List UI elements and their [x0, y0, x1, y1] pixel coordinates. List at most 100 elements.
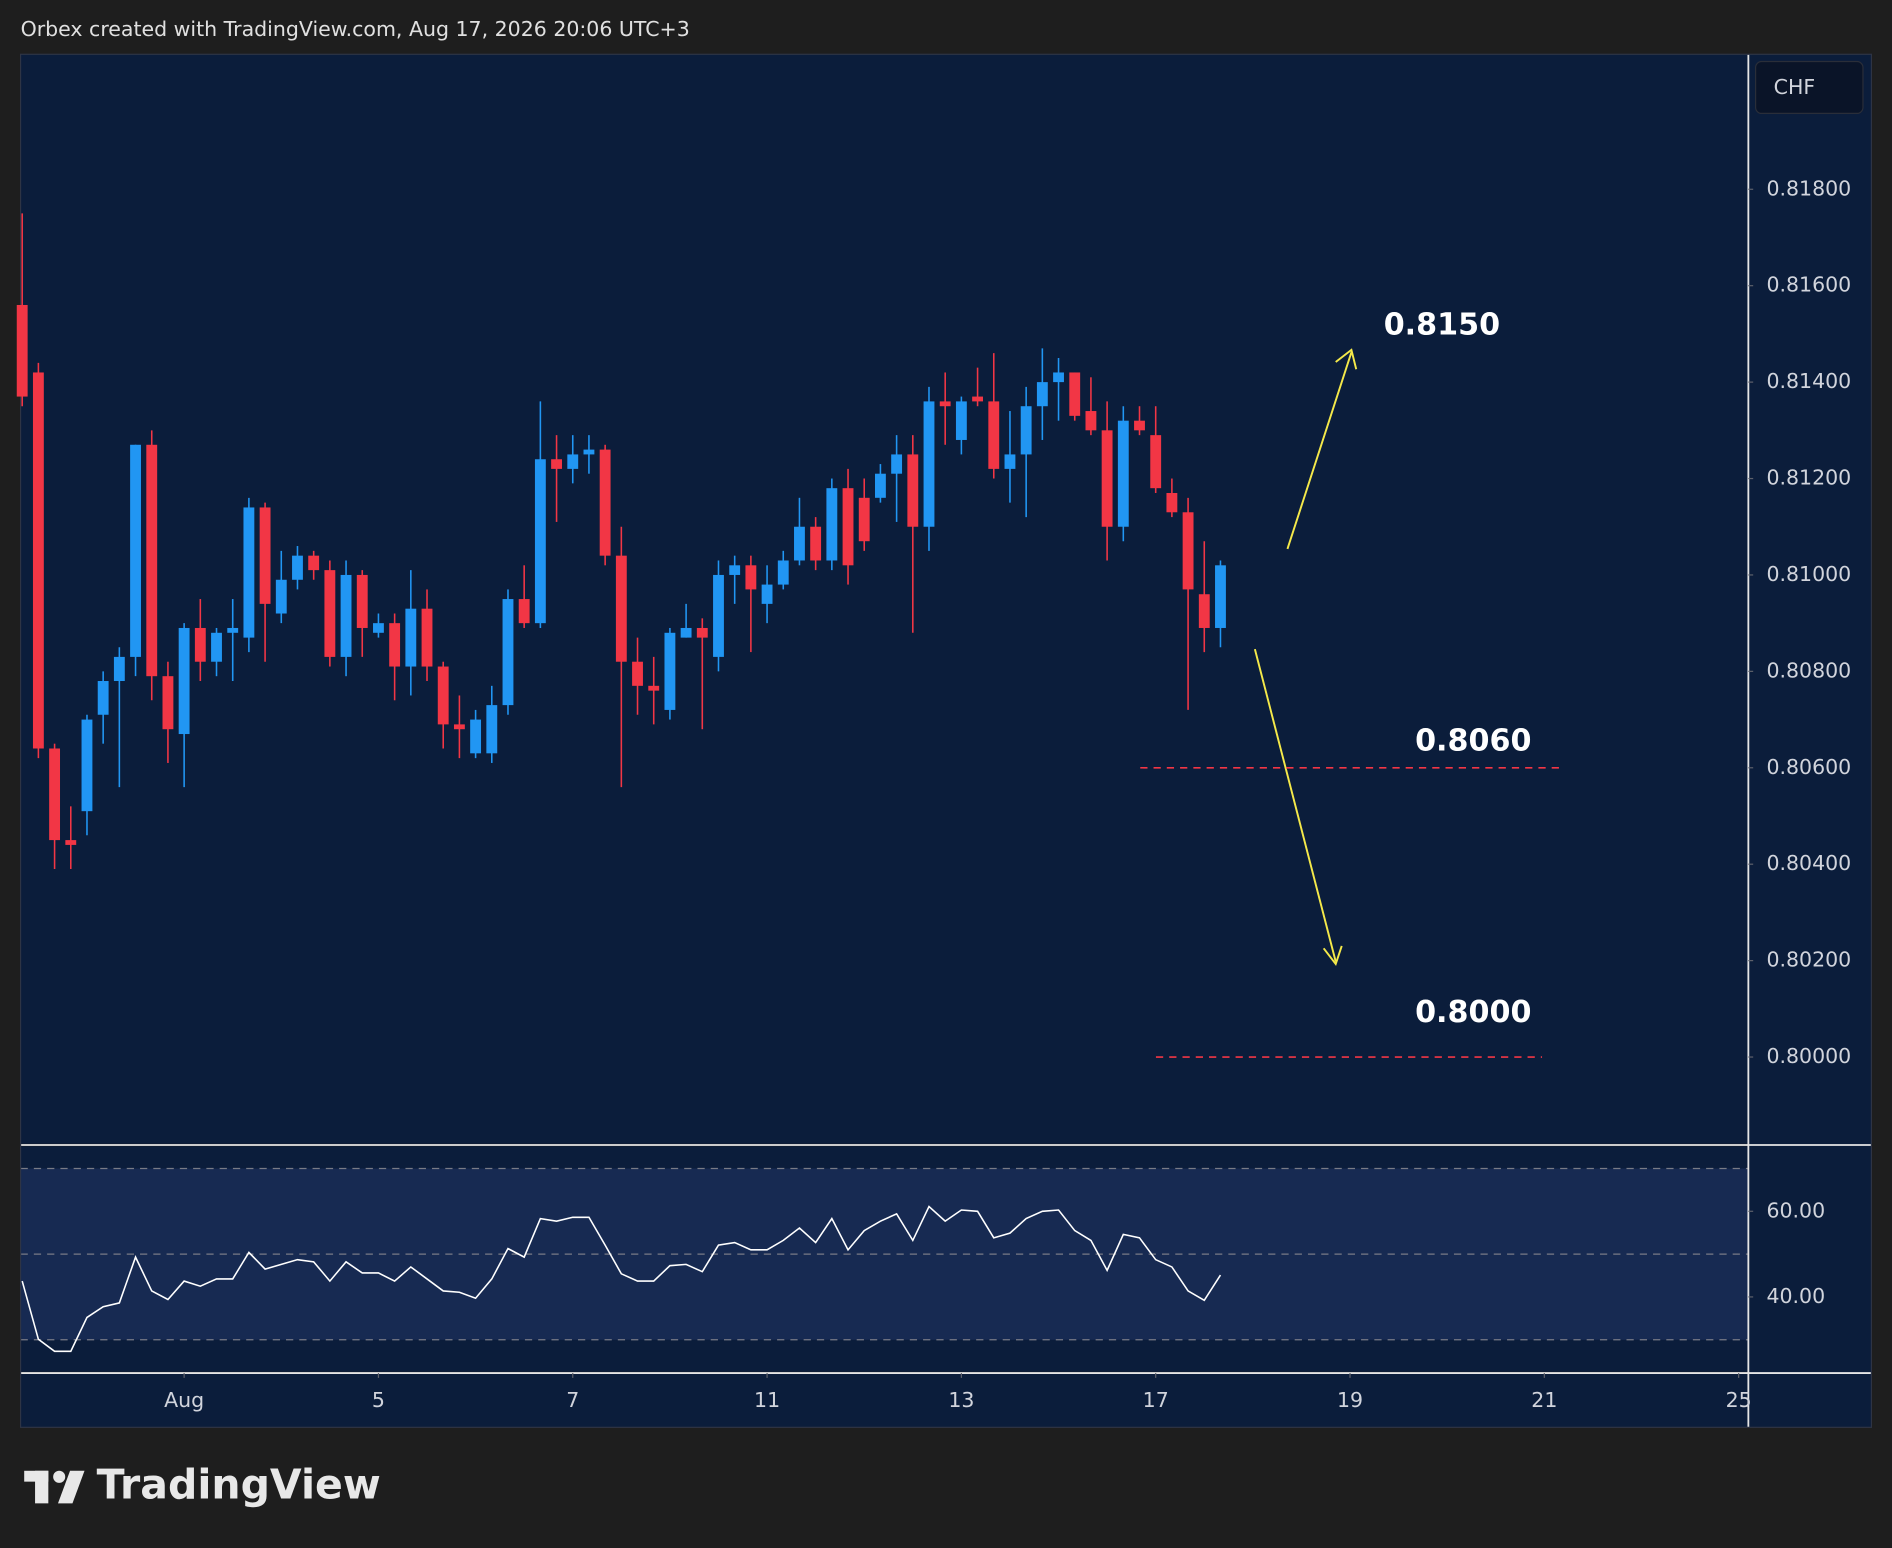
candle-body — [1182, 512, 1194, 590]
candle-body — [745, 565, 757, 590]
candle-body — [518, 599, 530, 624]
candle-body — [858, 497, 870, 542]
candle-body — [162, 676, 174, 730]
candle-body — [939, 401, 951, 407]
candle-body — [761, 584, 773, 604]
x-tick-label: 7 — [566, 1388, 579, 1412]
candle-body — [1085, 411, 1097, 431]
arrow-down — [1253, 648, 1337, 962]
rsi-line — [21, 1205, 1222, 1353]
candle-body — [178, 627, 190, 735]
candle-body — [955, 401, 967, 440]
candle-body — [421, 608, 433, 667]
currency-button[interactable] — [1754, 60, 1864, 115]
candle-body — [1215, 565, 1226, 628]
candle-body — [615, 555, 627, 662]
candle-body — [583, 449, 595, 455]
logo-part — [57, 1470, 85, 1504]
y-tick-label: 0.81200 — [1766, 466, 1851, 490]
price-axis — [1748, 54, 1872, 1374]
rsi-band-group — [20, 1167, 1749, 1341]
candle-body — [49, 748, 61, 841]
candle-body — [486, 705, 498, 754]
arrow-head — [1322, 945, 1343, 967]
candle-body — [16, 304, 28, 397]
candle-body — [146, 444, 158, 677]
candle-body — [680, 627, 692, 638]
candle-body — [373, 623, 384, 633]
candle-body — [81, 719, 93, 812]
candle-body — [567, 454, 579, 469]
candle-body — [502, 599, 514, 706]
x-tick-label: 21 — [1531, 1388, 1557, 1412]
candle-body — [632, 661, 643, 686]
candle-body — [777, 560, 789, 585]
candle-body — [1117, 420, 1129, 527]
candle-body — [907, 454, 919, 527]
candle-body — [1166, 492, 1178, 513]
candle-body — [1020, 406, 1032, 455]
x-tick-label: 11 — [754, 1388, 780, 1412]
logo-text: TradingView — [97, 1461, 381, 1509]
candle-body — [324, 570, 336, 657]
candle-body — [599, 449, 611, 556]
candle-body — [972, 396, 984, 402]
y-tick-label: 0.81000 — [1766, 562, 1851, 586]
candle-body — [275, 579, 287, 614]
candle-body — [1069, 372, 1081, 416]
candle-body — [97, 681, 109, 715]
time-axis — [20, 1373, 1872, 1428]
candle-body — [874, 473, 886, 498]
candle-body — [470, 719, 482, 754]
candle-body — [1053, 372, 1064, 383]
frame — [19, 53, 1873, 1428]
candle-body — [65, 840, 77, 845]
candle-body — [1004, 454, 1016, 469]
candle-body — [826, 488, 838, 561]
candle-body — [534, 459, 546, 624]
candle-body — [713, 574, 724, 657]
annotation: 0.8000 — [1415, 995, 1531, 1030]
x-tick-label: 17 — [1143, 1388, 1169, 1412]
x-tick-label: 25 — [1726, 1388, 1752, 1412]
y-tick-label: 0.81600 — [1766, 273, 1851, 297]
x-tick-label: 19 — [1337, 1388, 1363, 1412]
candle-body — [405, 608, 417, 667]
arrow-head — [1335, 348, 1358, 370]
candle-body — [1036, 382, 1048, 407]
candle-body — [437, 666, 449, 725]
candle-body — [194, 627, 206, 662]
candle-body — [113, 656, 125, 682]
candle-body — [1198, 594, 1210, 628]
candle-body — [227, 627, 239, 633]
logo-part — [53, 1470, 66, 1483]
y-tick-label: 0.81400 — [1766, 369, 1851, 393]
x-tick-label: 5 — [372, 1388, 385, 1412]
candle-body — [292, 555, 303, 580]
candle-body — [130, 444, 141, 657]
y-tick-label: 0.81800 — [1766, 176, 1851, 200]
y-tick-label: 0.80200 — [1766, 948, 1851, 972]
annotation: 0.8150 — [1384, 307, 1500, 342]
candle-body — [729, 565, 741, 575]
y-tick-label: 40.00 — [1766, 1284, 1825, 1308]
arrow-up — [1286, 352, 1353, 550]
y-tick-label: 0.80000 — [1766, 1044, 1851, 1068]
candle-body — [259, 507, 271, 604]
candle-body — [453, 724, 465, 730]
price-pane — [20, 54, 1749, 1144]
y-tick-label: 0.80600 — [1766, 755, 1851, 779]
logo-icon — [24, 1470, 85, 1504]
candle-body — [891, 454, 903, 474]
header: Orbex created with TradingView.com, Aug … — [21, 17, 690, 41]
candle-body — [696, 627, 708, 638]
candle-body — [340, 574, 352, 657]
candle-body — [1134, 420, 1145, 431]
candle-body — [923, 401, 935, 527]
candle-body — [551, 459, 562, 469]
x-tick-label: 13 — [948, 1388, 974, 1412]
candle-body — [810, 526, 822, 561]
currency-label[interactable]: CHF — [1774, 75, 1816, 99]
candle-body — [356, 574, 368, 628]
